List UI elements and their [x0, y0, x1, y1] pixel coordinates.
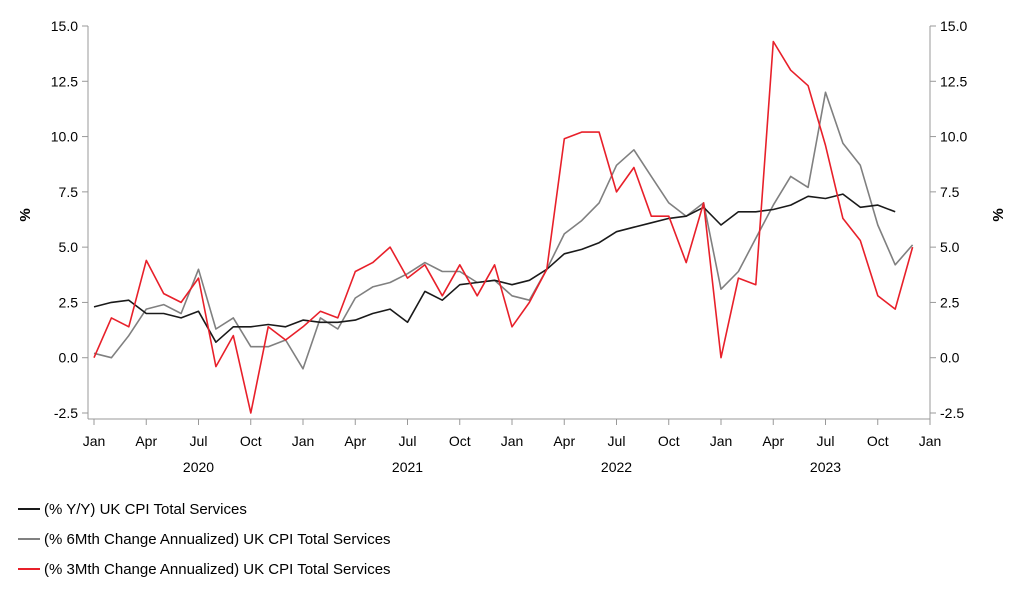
legend-swatch-6m — [18, 538, 40, 540]
x-tick-label: Jul — [817, 433, 835, 449]
legend-swatch-yy — [18, 508, 40, 510]
x-tick-label: Jul — [190, 433, 208, 449]
legend-item-3m: (% 3Mth Change Annualized) UK CPI Total … — [18, 554, 391, 584]
x-tick-label: Apr — [135, 433, 157, 449]
line-chart: 15.0 12.5 10.0 7.5 5.0 2.5 0.0 -2.5 15.0 12.5 10.… — [17, 18, 1007, 475]
x-year-label: 2020 — [183, 459, 214, 475]
legend-item-yy: (% Y/Y) UK CPI Total Services — [18, 494, 391, 524]
y-tick-label-left: 5.0 — [59, 239, 79, 255]
axes — [87, 26, 931, 420]
x-tick-label: Jan — [292, 433, 315, 449]
x-axis: Jan Apr Jul Oct Jan Apr Jul Oct Jan Apr Jul Oct Jan A… — [83, 419, 942, 475]
y-axis-left: 15.0 12.5 10.0 7.5 5.0 2.5 0.0 -2.5 — [51, 18, 88, 421]
legend-item-6m: (% 6Mth Change Annualized) UK CPI Total … — [18, 524, 391, 554]
y-tick-label-right: 10.0 — [940, 129, 967, 145]
series-line-3m — [93, 40, 914, 414]
y-tick-label-right: 0.0 — [940, 350, 960, 366]
legend-label-yy: (% Y/Y) UK CPI Total Services — [44, 500, 247, 518]
series-line-6m — [93, 91, 914, 370]
y-tick-label-right: 5.0 — [940, 239, 960, 255]
legend: (% Y/Y) UK CPI Total Services (% 6Mth Ch… — [18, 494, 391, 584]
x-tick-label: Jul — [399, 433, 417, 449]
y-tick-label-left: 10.0 — [51, 129, 78, 145]
x-tick-label: Apr — [553, 433, 575, 449]
x-tick-label: Oct — [240, 433, 262, 449]
x-tick-label: Jan — [83, 433, 106, 449]
legend-label-6m: (% 6Mth Change Annualized) UK CPI Total … — [44, 530, 391, 548]
y-tick-label-right: 15.0 — [940, 18, 967, 34]
y-tick-label-left: 2.5 — [59, 294, 79, 310]
y-tick-label-left: 15.0 — [51, 18, 78, 34]
x-tick-label: Jan — [710, 433, 733, 449]
x-tick-label: Oct — [867, 433, 889, 449]
x-tick-label: Jan — [501, 433, 524, 449]
y-tick-label-right: -2.5 — [940, 405, 964, 421]
legend-label-3m: (% 3Mth Change Annualized) UK CPI Total … — [44, 560, 391, 578]
y-tick-label-right: 12.5 — [940, 73, 967, 89]
y-tick-label-right: 2.5 — [940, 294, 960, 310]
x-tick-label: Jul — [608, 433, 626, 449]
y-axis-right: 15.0 12.5 10.0 7.5 5.0 2.5 0.0 -2.5 — [930, 18, 967, 421]
x-tick-label: Oct — [658, 433, 680, 449]
y-axis-title-right: % — [990, 208, 1007, 221]
x-tick-label: Jan — [919, 433, 942, 449]
y-tick-label-left: 7.5 — [59, 184, 79, 200]
series-lines — [93, 40, 914, 414]
y-tick-label-left: 0.0 — [59, 350, 79, 366]
legend-swatch-3m — [18, 568, 40, 570]
x-tick-label: Oct — [449, 433, 471, 449]
x-year-label: 2023 — [810, 459, 841, 475]
x-tick-label: Apr — [762, 433, 784, 449]
y-tick-label-right: 7.5 — [940, 184, 960, 200]
series-line-yy — [93, 193, 896, 344]
x-year-label: 2022 — [601, 459, 632, 475]
y-tick-label-left: 12.5 — [51, 73, 78, 89]
y-axis-title-left: % — [17, 208, 34, 221]
x-tick-label: Apr — [344, 433, 366, 449]
y-tick-label-left: -2.5 — [54, 405, 78, 421]
x-year-label: 2021 — [392, 459, 423, 475]
